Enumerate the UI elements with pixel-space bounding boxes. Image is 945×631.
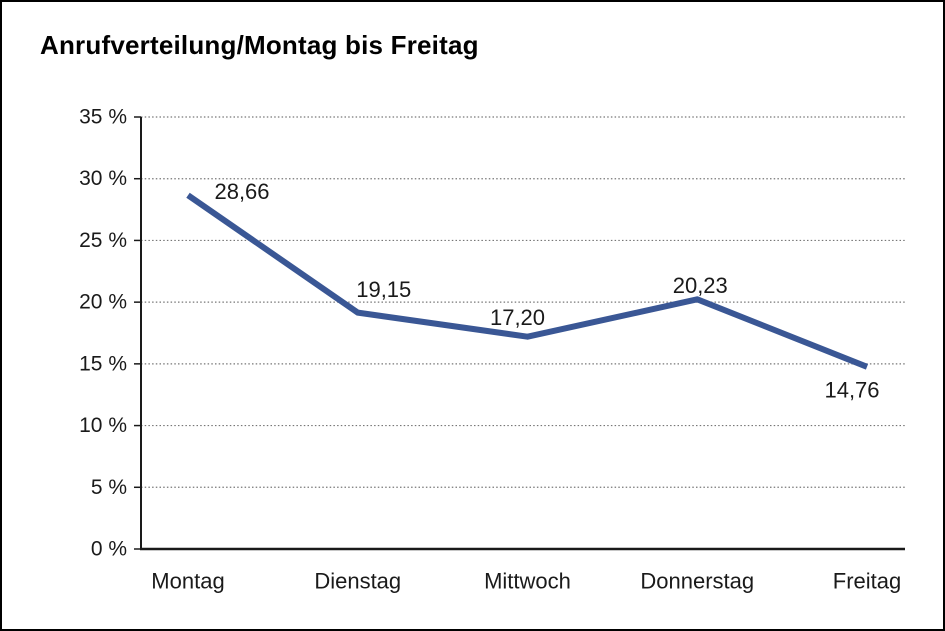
y-tick-label: 15 %	[79, 352, 127, 375]
y-tick-label: 5 %	[91, 476, 127, 499]
data-label: 17,20	[490, 305, 545, 330]
x-category-label: Dienstag	[314, 569, 401, 594]
x-category-label: Mittwoch	[484, 569, 571, 594]
x-category-label: Donnerstag	[640, 569, 754, 594]
x-category-label: Freitag	[833, 569, 901, 594]
data-label: 14,76	[824, 377, 879, 402]
data-label: 28,66	[214, 179, 269, 204]
y-tick-label: 25 %	[79, 229, 127, 252]
series-line	[186, 192, 869, 370]
y-tick-label: 30 %	[79, 167, 127, 190]
y-tick-label: 10 %	[79, 414, 127, 437]
y-tick-label: 0 %	[91, 538, 127, 561]
data-label: 19,15	[356, 277, 411, 302]
y-tick-label: 20 %	[79, 291, 127, 314]
data-label: 20,23	[673, 273, 728, 298]
y-tick-label: 35 %	[79, 106, 127, 129]
chart-title: Anrufverteilung/Montag bis Freitag	[40, 30, 479, 60]
x-category-label: Montag	[151, 569, 224, 594]
